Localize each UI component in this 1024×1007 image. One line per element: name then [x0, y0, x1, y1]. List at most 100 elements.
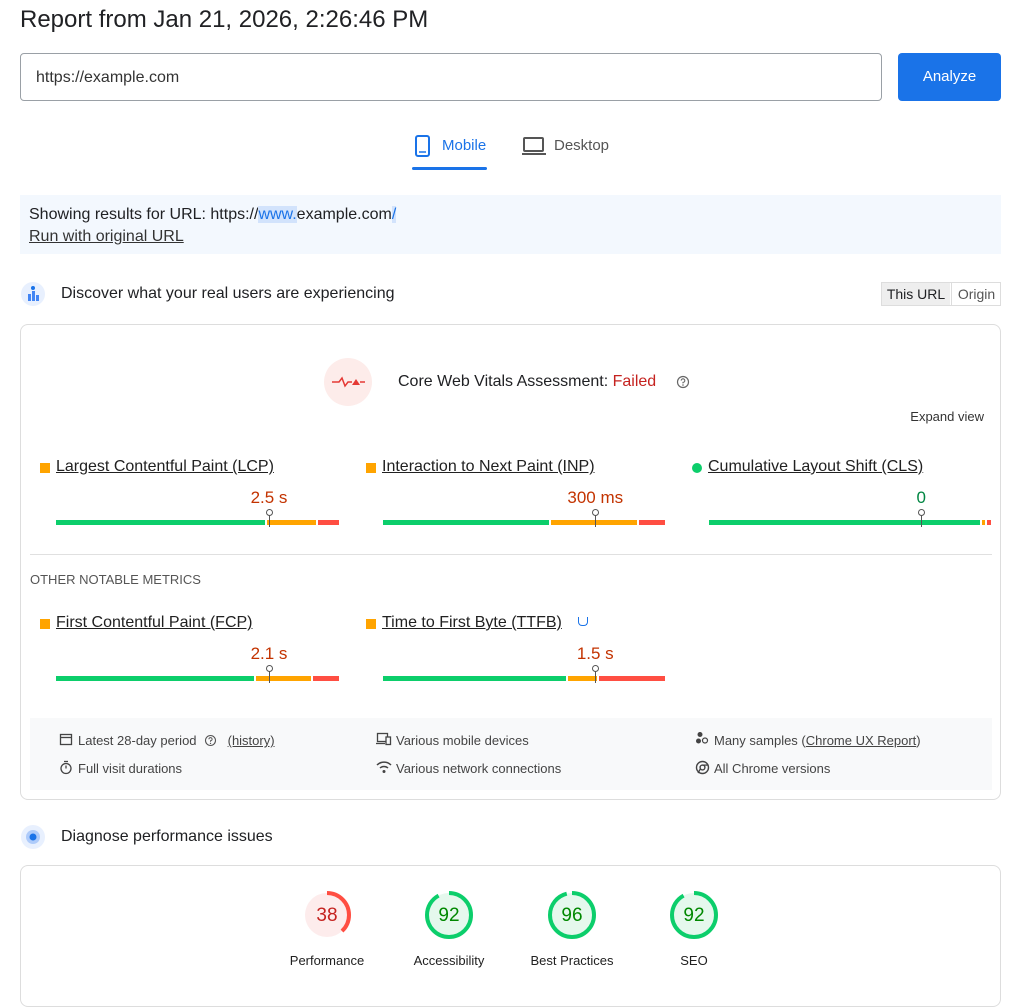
p75-marker-head [265, 665, 273, 672]
distribution-segment [709, 520, 980, 525]
status-icon [692, 463, 702, 473]
field-footer: Latest 28-day period (history) Full visi… [30, 718, 992, 790]
desktop-icon [522, 137, 546, 155]
distribution-segment [638, 520, 665, 525]
distribution-segment [599, 676, 665, 681]
timer-icon [60, 760, 72, 775]
distribution-segment [981, 520, 986, 525]
p75-marker [268, 671, 270, 683]
notice-box: Showing results for URL: https://www.exa… [20, 195, 1001, 254]
period-text: Latest 28-day period [78, 733, 197, 748]
field-card [20, 324, 1001, 800]
field-icon [21, 282, 45, 306]
assessment-icon [324, 358, 372, 406]
score-label[interactable]: Accessibility [413, 953, 485, 968]
calendar-icon [59, 733, 73, 746]
assessment: Core Web Vitals Assessment: Failed [398, 373, 656, 391]
distribution-segment [56, 520, 266, 525]
metric-name[interactable]: Interaction to Next Paint (INP) [382, 458, 595, 475]
tab-desktop[interactable]: Desktop [554, 137, 610, 154]
distribution-segment [255, 676, 311, 681]
report-title: Report from Jan 21, 2026, 2:26:46 PM [20, 6, 429, 33]
distribution-segment [550, 520, 637, 525]
analyze-button[interactable]: Analyze [898, 53, 1001, 101]
metric-name[interactable]: Largest Contentful Paint (LCP) [56, 458, 274, 475]
chrome-icon [695, 760, 710, 775]
other-metrics-title: OTHER NOTABLE METRICS [30, 572, 201, 587]
distribution-segment [56, 676, 254, 681]
gauge-background [427, 893, 471, 937]
notice-end: / [391, 206, 397, 223]
score-value: 92 [438, 905, 460, 926]
status-icon [366, 463, 376, 473]
distribution-segment [318, 520, 339, 525]
divider [30, 554, 992, 555]
samples-text: Many samples ( [714, 733, 806, 748]
score-gauge [670, 891, 718, 939]
toggle-this-url[interactable]: This URL [882, 283, 950, 305]
network-icon [376, 761, 392, 773]
metric-name[interactable]: Cumulative Layout Shift (CLS) [708, 458, 924, 475]
status-icon [366, 619, 376, 629]
distribution-segment [312, 676, 339, 681]
metric-name[interactable]: First Contentful Paint (FCP) [56, 614, 253, 631]
tab-underline [412, 167, 487, 170]
metric-value: 2.5 s [250, 488, 288, 507]
tab-mobile[interactable]: Mobile [442, 137, 487, 154]
p75-marker [268, 515, 270, 527]
p75-marker-head [917, 509, 925, 516]
metric-value: 2.1 s [250, 644, 288, 663]
p75-marker [920, 515, 922, 527]
page: Report from Jan 21, 2026, 2:26:46 PM htt… [20, 6, 1001, 1007]
assessment-result: Failed [612, 373, 657, 390]
metric-value: 300 ms [567, 488, 624, 507]
history-link[interactable]: (history) [227, 733, 275, 748]
p75-marker-head [265, 509, 273, 516]
gauge-arc [425, 891, 473, 939]
score-value: 96 [561, 905, 583, 926]
score-value: 92 [683, 905, 705, 926]
score-value: 38 [316, 905, 338, 926]
status-icon [40, 463, 50, 473]
field-title: Discover what your real users are experi… [61, 285, 395, 302]
run-original-link[interactable]: Run with original URL [29, 228, 184, 245]
score-gauge [425, 891, 473, 939]
notice-prefix: Showing results for URL: https:// [29, 206, 259, 223]
help-icon[interactable] [204, 734, 217, 747]
score-label[interactable]: SEO [680, 953, 708, 968]
footer-samples: Many samples (Chrome UX Report) [714, 733, 921, 748]
expand-view[interactable]: Expand view [910, 409, 984, 424]
score-label[interactable]: Best Practices [530, 953, 614, 968]
url-text: https://example.com [36, 69, 180, 86]
samples-end: ) [916, 733, 921, 748]
notice-text: Showing results for URL: https://www.exa… [29, 206, 397, 224]
distribution-segment [383, 520, 549, 525]
notice-domain: example.com [296, 206, 392, 223]
footer-versions: All Chrome versions [714, 761, 831, 776]
help-icon[interactable] [676, 375, 690, 389]
gauge-background [305, 893, 349, 937]
distribution-segment [567, 676, 598, 681]
status-icon [40, 619, 50, 629]
gauge-arc [548, 891, 596, 939]
score-gauge [303, 891, 351, 939]
distribution-segment [383, 676, 566, 681]
p75-marker-head [591, 665, 599, 672]
gauge-background [672, 893, 716, 937]
distribution-segment [267, 520, 317, 525]
metric-name[interactable]: Time to First Byte (TTFB) [382, 614, 562, 631]
gauge-background [550, 893, 594, 937]
footer-period: Latest 28-day period (history) [78, 733, 275, 748]
url-input[interactable]: https://example.com [20, 53, 882, 101]
toggle-origin[interactable]: Origin [951, 283, 1001, 305]
footer-durations: Full visit durations [78, 761, 183, 776]
lab-icon [21, 825, 45, 849]
url-origin-toggle: This URL Origin [881, 282, 1001, 306]
score-label[interactable]: Performance [289, 953, 365, 968]
lab-title: Diagnose performance issues [61, 828, 273, 845]
crux-link[interactable]: Chrome UX Report [805, 733, 917, 748]
experimental-icon [578, 617, 588, 626]
p75-marker-head [591, 509, 599, 516]
p75-marker [594, 671, 596, 683]
footer-network: Various network connections [396, 761, 562, 776]
